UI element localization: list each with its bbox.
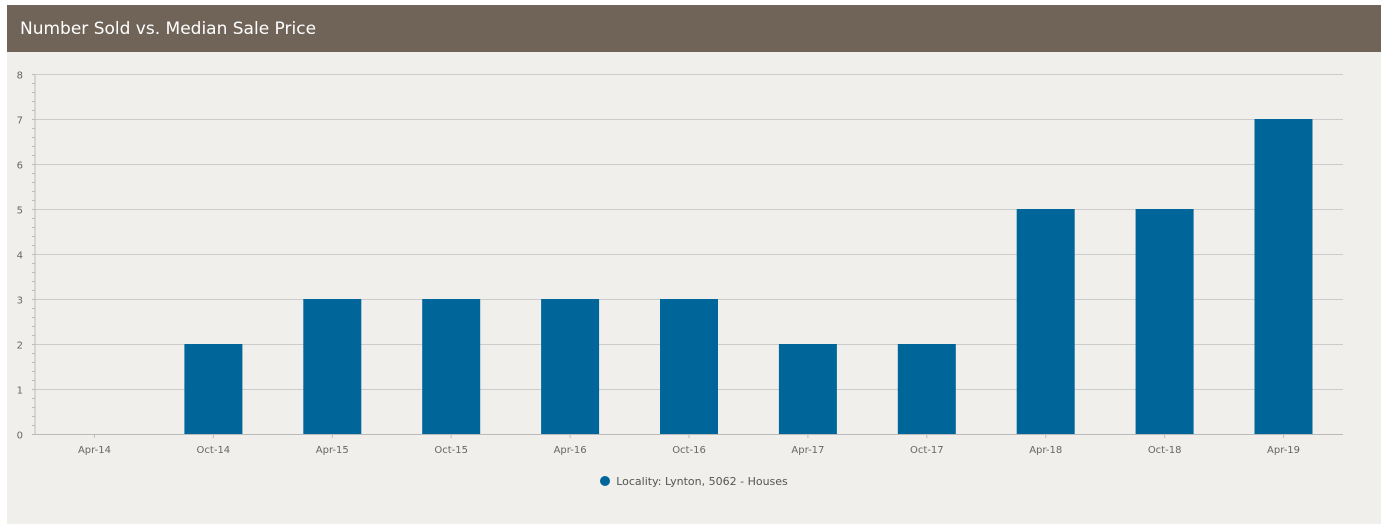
bar[interactable] <box>897 344 956 434</box>
x-tick-label: Apr-15 <box>316 445 349 456</box>
x-axis: Apr-14 Oct-14 Apr-15 Oct-15 Apr-16 Oct-16 Apr-… <box>78 434 1300 456</box>
y-tick-label: 3 <box>17 296 23 307</box>
legend-marker-icon <box>600 476 611 486</box>
y-tick-label: 4 <box>17 251 23 262</box>
bar[interactable] <box>541 299 600 434</box>
y-tick-label: 5 <box>17 206 23 217</box>
chart-title: Number Sold vs. Median Sale Price <box>20 19 317 39</box>
x-tick-label: Oct-14 <box>197 445 231 456</box>
y-tick-label: 6 <box>17 161 23 172</box>
y-tick-label: 1 <box>17 386 23 397</box>
x-tick-label: Oct-18 <box>1148 445 1182 456</box>
legend[interactable]: Locality: Lynton, 5062 - Houses <box>7 475 1381 488</box>
x-tick-label: Oct-17 <box>910 445 944 456</box>
bar[interactable] <box>184 344 243 434</box>
bar[interactable] <box>1135 209 1194 434</box>
x-tick-label: Apr-17 <box>791 445 824 456</box>
bar[interactable] <box>1016 209 1075 434</box>
x-tick-label: Apr-16 <box>554 445 587 456</box>
y-tick-label: 0 <box>17 431 23 442</box>
bar[interactable] <box>422 299 481 434</box>
bar-chart: 0 1 2 3 4 5 6 7 8 Apr-14 Oct-14 Apr-15 Oct-15 Apr-16… <box>17 71 1343 456</box>
x-tick-label: Oct-16 <box>672 445 706 456</box>
panel-header: Number Sold vs. Median Sale Price <box>7 5 1381 52</box>
bar[interactable] <box>303 299 362 434</box>
bars <box>184 119 1313 434</box>
y-tick-label: 2 <box>17 341 23 352</box>
x-tick-label: Apr-14 <box>78 445 111 456</box>
y-tick-label: 8 <box>17 71 23 82</box>
x-tick-label: Oct-15 <box>434 445 468 456</box>
y-tick-label: 7 <box>17 116 23 127</box>
x-tick-label: Apr-18 <box>1029 445 1062 456</box>
chart-panel: Number Sold vs. Median Sale Price 0 1 2 3 4 5… <box>7 5 1381 524</box>
legend-label: Locality: Lynton, 5062 - Houses <box>616 475 788 488</box>
bar[interactable] <box>778 344 837 434</box>
bar[interactable] <box>1254 119 1313 434</box>
y-axis: 0 1 2 3 4 5 6 7 8 <box>17 71 36 442</box>
bar[interactable] <box>660 299 718 434</box>
x-tick-label: Apr-19 <box>1267 445 1300 456</box>
